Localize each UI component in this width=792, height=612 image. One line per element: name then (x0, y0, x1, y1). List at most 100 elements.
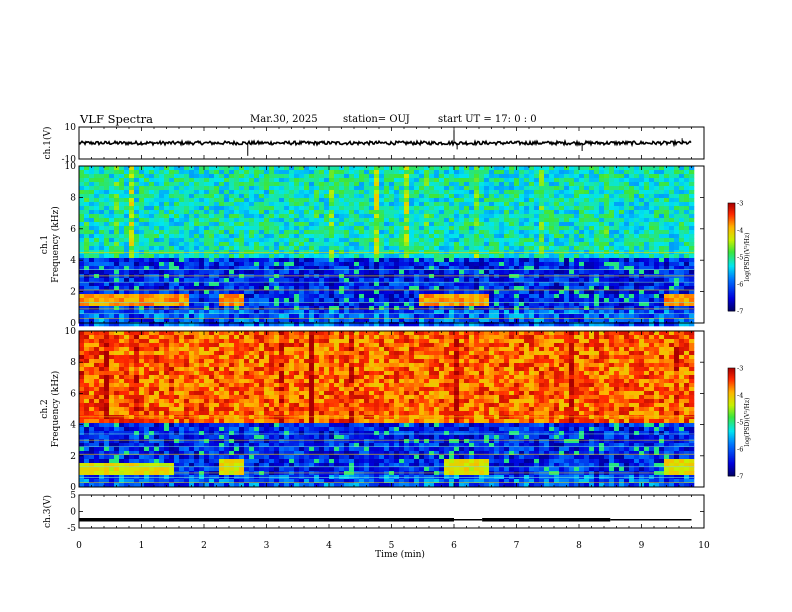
ch1-spectrogram-cell (404, 278, 409, 282)
ch1-spectrogram-cell (589, 294, 594, 298)
ch1-spectrogram-cell (654, 286, 659, 290)
ch1-spectrogram-cell (464, 234, 469, 238)
ch1-spectrogram-cell (399, 270, 404, 274)
ch1-spectrogram-cell (464, 254, 469, 258)
ch1-spectrogram-cell (279, 238, 284, 242)
ch1-spectrogram-cell (404, 198, 409, 202)
ch1-spectrogram-cell (344, 318, 349, 322)
ch1-spectrogram-cell (84, 174, 89, 178)
ch1-spectrogram-cell (344, 222, 349, 226)
ch1-spectrogram-cell (364, 234, 369, 238)
figure-title: VLF Spectra (79, 112, 153, 126)
ch1-spectrogram-cell (679, 198, 684, 202)
ch1-spectrogram-cell (424, 246, 429, 250)
ch1-spectrogram-cell (279, 262, 284, 266)
ch1-spectrogram-cell (279, 170, 284, 174)
ch1-spectrogram-cell (199, 314, 204, 318)
ch1-spectrogram-cell (259, 270, 264, 274)
ch1-spectrogram-cell (454, 238, 459, 242)
ch1-spectrogram-cell (544, 174, 549, 178)
ch1-waveform-ytick-label: 10 (65, 123, 77, 133)
ch1-spectrogram-cell (244, 222, 249, 226)
ch1-spectrogram-cell (239, 238, 244, 242)
ch1-spectrogram-cell (659, 282, 664, 286)
ch1-spectrogram-cell (489, 254, 494, 258)
ch1-spectrogram-cell (189, 254, 194, 258)
ch1-spectrogram-cell (424, 262, 429, 266)
ch1-spectrogram-cell (274, 290, 279, 294)
ch1-spectrogram-cell (589, 194, 594, 198)
ch1-spectrogram-cell (159, 214, 164, 218)
ch1-spectrogram-cell (89, 254, 94, 258)
ch1-spectrogram-cell (389, 306, 394, 310)
ch1-spectrogram-cell (144, 230, 149, 234)
ch1-spectrogram-cell (659, 198, 664, 202)
ch1-spectrogram-cell (144, 242, 149, 246)
ch1-spectrogram-cell (174, 214, 179, 218)
ch1-spectrogram-cell (164, 278, 169, 282)
ch1-spectrogram-cell (669, 202, 674, 206)
ch1-spectrogram-cell (634, 246, 639, 250)
ch1-spectrogram-cell (624, 314, 629, 318)
ch1-spectrogram-cell (219, 298, 224, 302)
ch1-spectrogram-cell (464, 298, 469, 302)
ch1-spectrogram-cell (549, 230, 554, 234)
ch1-spectrogram-cell (379, 318, 384, 322)
ch1-spectrogram-cell (599, 242, 604, 246)
ch1-spectrogram-cell (654, 270, 659, 274)
ch1-spectrogram-cell (179, 262, 184, 266)
ch1-spectrogram-cell (84, 286, 89, 290)
ch1-spectrogram-cell (354, 290, 359, 294)
ch1-spectrogram-cell (214, 210, 219, 214)
ch1-spectrogram-cell (174, 198, 179, 202)
ch1-spectrogram-cell (84, 186, 89, 190)
ch1-spectrogram-cell (599, 254, 604, 258)
ch1-spectrogram-cell (509, 282, 514, 286)
ch1-spectrogram-cell (489, 218, 494, 222)
ch1-spectrogram-cell (559, 182, 564, 186)
ch1-spectrogram-cell (304, 254, 309, 258)
ch1-spectrogram-cell (424, 254, 429, 258)
ch1-spectrogram-cell (504, 314, 509, 318)
ch1-spectrogram-cell (324, 246, 329, 250)
ch1-spectrogram-cell (624, 210, 629, 214)
ch1-spectrogram-cell (254, 170, 259, 174)
ch1-spectrogram-cell (644, 286, 649, 290)
ch1-spectrogram-cell (159, 290, 164, 294)
ch1-spectrogram-cell (94, 230, 99, 234)
ch1-spectrogram-cell (509, 290, 514, 294)
ch1-spectrogram-cell (184, 198, 189, 202)
ch1-spectrogram-cell (299, 234, 304, 238)
ch1-spectrogram-cell (204, 270, 209, 274)
ch1-spectrogram-cell (589, 210, 594, 214)
ch1-spectrogram-cell (184, 246, 189, 250)
ch1-spectrogram-cell (189, 170, 194, 174)
ch1-spectrogram-cell (634, 262, 639, 266)
ch1-spectrogram-cell (474, 290, 479, 294)
ch1-spectrogram-cell (369, 306, 374, 310)
ch1-spectrogram-cell (574, 318, 579, 322)
ch1-spectrogram-cell (524, 222, 529, 226)
ch1-spectrogram-cell (249, 234, 254, 238)
ch1-spectrogram-cell (114, 254, 119, 258)
ch1-spectrogram-cell (109, 210, 114, 214)
ch1-spectrogram-cell (364, 258, 369, 262)
ch1-spectrogram-cell (284, 254, 289, 258)
ch1-spectrogram-cell (249, 174, 254, 178)
ch1-spectrogram-cell (344, 202, 349, 206)
ch1-spectrogram-cell (349, 174, 354, 178)
ch1-spectrogram-cell (639, 226, 644, 230)
ch1-spectrogram-cell (189, 230, 194, 234)
ch1-spectrogram-cell (654, 166, 659, 170)
ch1-spectrogram-cell (539, 314, 544, 318)
ch1-spectrogram-cell (414, 178, 419, 182)
ch1-spectrogram-cell (454, 214, 459, 218)
ch1-spectrogram-cell (399, 222, 404, 226)
ch1-spectrogram-cell (294, 218, 299, 222)
ch1-spectrogram-cell (634, 206, 639, 210)
ch1-spectrogram-cell (579, 194, 584, 198)
ch1-spectrogram-cell (449, 174, 454, 178)
ch1-spectrogram-cell (499, 234, 504, 238)
ch1-spectrogram-cell (349, 190, 354, 194)
ch1-spectrogram-cell (204, 186, 209, 190)
